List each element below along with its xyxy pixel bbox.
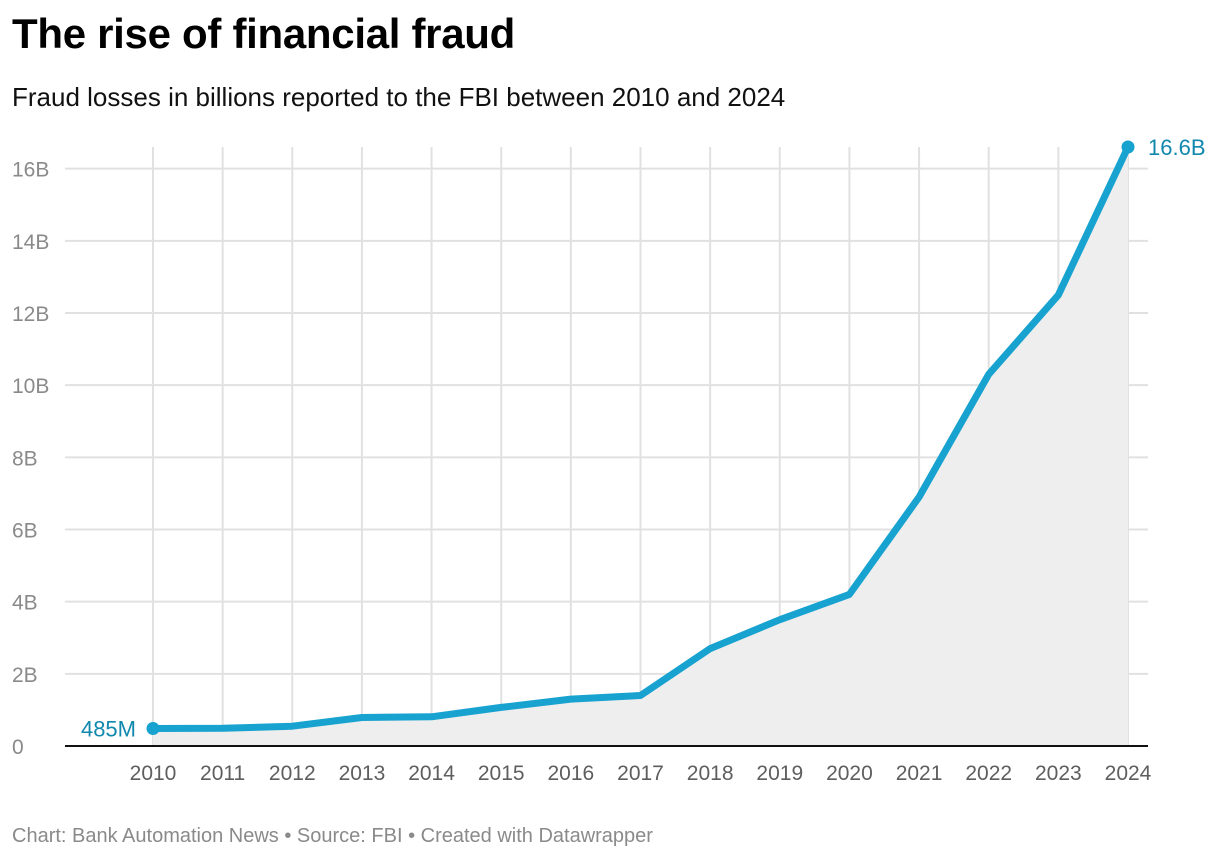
x-tick-label: 2010 [130,762,177,785]
x-tick-label: 2024 [1105,762,1152,785]
x-tick-label: 2021 [896,762,943,785]
x-tick-label: 2011 [200,762,245,785]
x-tick-label: 2017 [617,762,664,785]
y-tick-label: 0 [12,736,24,759]
x-tick-label: 2022 [965,762,1012,785]
y-tick-label: 8B [12,447,38,470]
x-tick-label: 2016 [547,762,594,785]
x-tick-label: 2014 [408,762,455,785]
data-point [1121,140,1135,154]
x-tick-label: 2023 [1035,762,1082,785]
y-tick-label: 4B [12,592,38,615]
y-tick-labels: 0 2B 4B 6B 8B 10B 12B 14B 16B [12,159,49,759]
x-tick-label: 2019 [756,762,803,785]
chart-subtitle: Fraud losses in billions reported to the… [12,82,786,112]
chart-title: The rise of financial fraud [12,10,515,57]
data-label: 485M [81,716,136,741]
x-tick-label: 2015 [478,762,525,785]
y-tick-label: 2B [12,664,38,687]
data-point [146,721,160,735]
data-label: 16.6B [1148,135,1206,160]
area-fill [153,147,1128,746]
y-tick-label: 12B [12,303,49,326]
x-tick-label: 2013 [339,762,386,785]
x-tick-label: 2020 [826,762,873,785]
y-tick-label: 16B [12,159,49,182]
x-tick-label: 2012 [269,762,316,785]
y-tick-label: 14B [12,231,49,254]
series-line [149,143,1132,732]
data-points [146,140,1135,735]
y-tick-label: 6B [12,519,38,542]
x-tick-label: 2018 [687,762,734,785]
chart-footer: Chart: Bank Automation News • Source: FB… [12,825,653,847]
data-labels: 485M 16.6B [81,135,1206,741]
y-tick-label: 10B [12,375,49,398]
x-tick-labels: 2010 2011 2012 2013 2014 2015 2016 2017 2018 2019… [130,762,1152,785]
